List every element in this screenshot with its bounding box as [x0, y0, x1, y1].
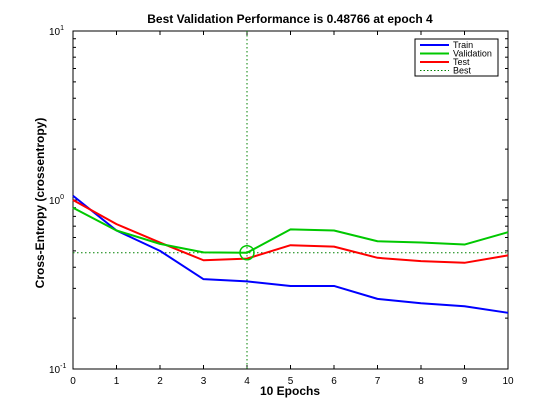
- legend-label-validation: Validation: [453, 49, 492, 59]
- x-tick-label: 1: [114, 376, 120, 387]
- best-marker: [239, 244, 255, 261]
- legend-label-train: Train: [453, 40, 473, 50]
- x-tick-label: 2: [157, 376, 163, 387]
- x-tick-label: 0: [70, 376, 76, 387]
- chart-title: Best Validation Performance is 0.48766 a…: [147, 12, 433, 26]
- axes-box: [72, 30, 509, 370]
- y-tick-label: 10-1: [49, 363, 66, 376]
- y-tick-label: 100: [49, 194, 64, 207]
- legend-label-test: Test: [453, 57, 470, 67]
- legend-label-best: Best: [453, 66, 472, 76]
- x-tick-label: 3: [201, 376, 207, 387]
- x-tick-label: 8: [418, 376, 424, 387]
- plot-area: 0 1 2 3 4 5 6 7 8 9 10 10-1 100 101: [49, 25, 514, 387]
- x-tick-label: 5: [288, 376, 294, 387]
- x-tick-label: 4: [244, 376, 250, 387]
- x-tick-label: 9: [462, 376, 468, 387]
- x-tick-label: 6: [331, 376, 337, 387]
- y-tick-label: 101: [49, 25, 64, 38]
- y-axis-label: Cross-Entropy (crossentropy): [33, 118, 47, 289]
- series-line-test: [72, 199, 509, 264]
- series-line-validation: [72, 206, 509, 254]
- series-line-train: [72, 194, 509, 314]
- x-axis-label: 10 Epochs: [260, 384, 320, 398]
- x-tick-label: 10: [502, 376, 514, 387]
- x-tick-label: 7: [375, 376, 381, 387]
